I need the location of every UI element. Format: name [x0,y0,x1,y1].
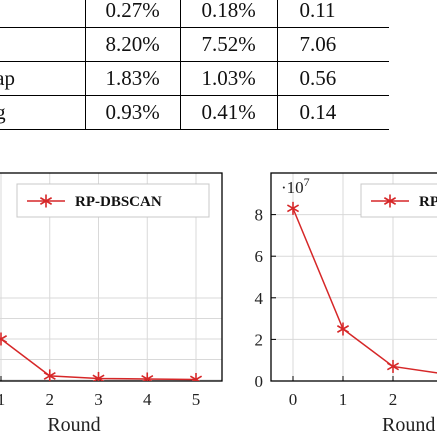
marker-stroke [141,375,153,381]
marker-stroke [43,371,56,380]
table-row: ckLog0.93%0.41%0.14 [0,95,389,130]
x-tick-label: 0 [289,390,298,409]
legend-label: RP-DBSCAN [75,194,162,210]
table-cell-value: 0.14 [276,95,389,130]
table-cell-value: 0.18% [179,0,277,28]
legend: RP-DBSCAN [360,183,437,218]
table-cell-name: ckLog [0,95,86,130]
marker-stroke [0,337,8,343]
data-point-marker [92,371,105,381]
data-point-marker [386,359,400,373]
table-row: eetMap1.83%1.03%0.56 [0,61,389,96]
right-line-chart: 0 2 4 6 8 ·107 0 1 2 Round RP-DBSCAN [255,172,437,436]
marker-stroke [383,197,397,205]
marker-stroke [336,325,350,333]
left-line-chart: 1 2 3 4 5 Round RP-DBSCAN [0,172,223,436]
table-row: Life0.27%0.18%0.11 [0,0,389,28]
data-point-marker [383,194,397,208]
marker-stroke [39,197,53,205]
table-cell-value: 7.06 [276,27,389,62]
table-cell-value: 1.03% [179,61,277,96]
data-point-marker [336,322,350,336]
y-tick-label: 2 [255,330,264,349]
table-cell-value: 0.93% [84,95,181,130]
data-point-marker [189,372,203,381]
legend: RP-DBSCAN [16,183,210,218]
table-cell-value: 0.41% [179,95,277,130]
results-table: Life0.27%0.18%0.1110508.20%7.52%7.06eetM… [0,0,389,130]
table-cell-value: 7.52% [179,27,277,62]
table-cell-value: 0.56 [276,61,389,96]
data-point-marker [0,332,8,346]
table-cell-value: 0.27% [84,0,181,28]
data-point-marker [141,372,154,381]
marker-stroke [92,374,105,381]
table-cell-value: 1.83% [84,61,181,96]
data-point-marker [39,194,53,208]
x-tick-label: 1 [0,390,5,409]
marker-stroke [386,362,400,371]
table-cell-value: 0.11 [276,0,389,28]
table-cell-name: 1050 [0,27,86,62]
x-tick-label: 5 [192,390,201,409]
data-point-marker [286,201,300,215]
x-axis-title: Round [47,414,100,436]
x-axis-title: Round [382,414,435,436]
x-tick-label: 4 [143,390,152,409]
x-tick-label: 3 [94,390,103,409]
table-cell-name: eetMap [0,61,86,96]
plot-frame [270,172,437,382]
results-table-region: Life0.27%0.18%0.1110508.20%7.52%7.06eetM… [0,0,437,160]
data-point-marker [43,369,56,381]
table-cell-value: 8.20% [84,27,181,62]
x-tick-label: 2 [46,390,55,409]
marker-stroke [286,204,300,213]
series-group [0,332,203,381]
y-scale-label: ·107 [281,175,310,197]
series-line [292,208,437,374]
legend-label: RP-DBSCAN [419,194,437,210]
plot-frame [0,172,223,382]
y-tick-label: 8 [255,206,264,225]
marker-stroke [189,375,201,381]
grid-lines [0,173,222,381]
table-row: 10508.20%7.52%7.06 [0,27,389,62]
x-tick-label: 1 [339,390,348,409]
y-tick-label: 6 [255,247,264,266]
y-tick-label: 0 [255,372,264,391]
series-group [286,201,437,377]
x-tick-label: 2 [389,390,398,409]
y-tick-label: 4 [255,289,264,308]
